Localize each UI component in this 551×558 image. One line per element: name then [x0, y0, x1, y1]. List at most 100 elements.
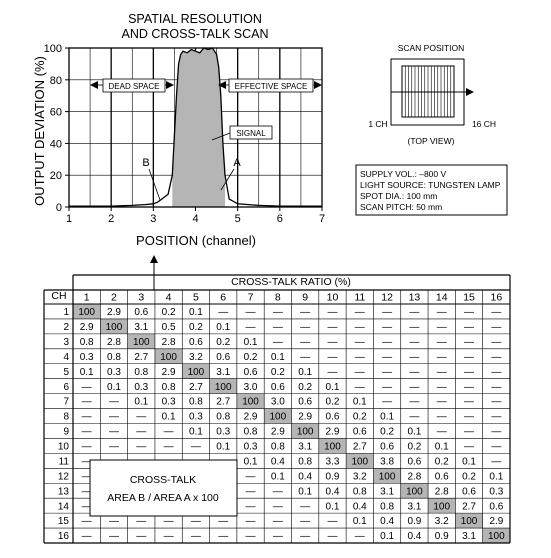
- row-header: 1: [63, 307, 69, 318]
- table-cell: 100: [160, 352, 177, 363]
- table-cell: 3.0: [244, 382, 258, 393]
- table-cell: —: [437, 427, 447, 438]
- row-header: 11: [59, 456, 70, 467]
- y-tick-label: 40: [50, 138, 62, 150]
- table-cell: 0.8: [107, 352, 121, 363]
- table-cell: 2.9: [489, 516, 503, 527]
- table-cell: 0.3: [107, 367, 121, 378]
- signal-box: [229, 125, 273, 140]
- table-cell: —: [136, 427, 146, 438]
- table-cell: —: [409, 382, 419, 393]
- table-cell: —: [136, 531, 146, 542]
- table-cell: —: [464, 322, 474, 333]
- table-cell: 0.4: [326, 486, 340, 497]
- area-a-label: A: [233, 157, 241, 169]
- table-cell: —: [382, 367, 392, 378]
- signal-label: SIGNAL: [236, 129, 266, 138]
- table-cell: —: [355, 352, 365, 363]
- row-header: 6: [63, 382, 69, 393]
- table-cell: 0.4: [298, 471, 312, 482]
- row-header: 5: [63, 367, 69, 378]
- table-cell: 3.1: [462, 531, 476, 542]
- table-cell: —: [191, 516, 201, 527]
- table-cell: 0.6: [244, 367, 258, 378]
- table-cell: 0.2: [162, 307, 176, 318]
- x-tick-label: 5: [235, 213, 241, 225]
- table-cell: —: [409, 412, 419, 423]
- scan-right-label: 16 CH: [472, 119, 496, 129]
- formula-box: CROSS-TALK AREA B / AREA A x 100: [89, 459, 238, 517]
- table-cell: 3.1: [216, 367, 230, 378]
- table-cell: —: [218, 531, 228, 542]
- table-cell: 100: [78, 307, 95, 318]
- table-cell: —: [464, 412, 474, 423]
- spec-supply-voltage: SUPPLY VOL.: –800 V: [360, 169, 446, 179]
- table-cell: 0.1: [407, 427, 421, 438]
- table-cell: 100: [351, 456, 368, 467]
- table-cell: —: [437, 397, 447, 408]
- table-cell: —: [464, 307, 474, 318]
- table-cell: —: [273, 337, 283, 348]
- table-cell: 2.7: [353, 442, 367, 453]
- table-cell: 2.7: [462, 501, 476, 512]
- table-cell: —: [327, 531, 337, 542]
- column-header: 11: [354, 292, 365, 304]
- table-cell: 3.2: [353, 471, 367, 482]
- diagonal-cell-shade: [264, 408, 292, 424]
- table-cell: —: [491, 322, 501, 333]
- x-tick-labels: 1 2 3 4 5 6 7: [66, 207, 325, 225]
- table-cell: 0.6: [326, 412, 340, 423]
- table-cell: 2.9: [298, 412, 312, 423]
- table-cell: 0.2: [271, 367, 285, 378]
- table-cell: 0.4: [271, 456, 285, 467]
- table-cell: 0.2: [244, 352, 258, 363]
- table-cell: 0.1: [244, 337, 258, 348]
- column-header: 7: [248, 292, 254, 304]
- table-cell: —: [164, 516, 174, 527]
- table-cell: 0.6: [489, 501, 503, 512]
- table-cell: 0.1: [489, 471, 503, 482]
- table-cell: 0.1: [435, 442, 449, 453]
- scan-position-diagram: SCAN POSITION 1 CH 16 CH (TOP VIEW): [368, 43, 496, 146]
- y-tick-labels: 0 20 40 60 80 100: [44, 43, 69, 214]
- table-cell: —: [273, 501, 283, 512]
- table-cell: 3.1: [380, 486, 394, 497]
- area-a-leader: [220, 168, 235, 191]
- table-cell: —: [491, 442, 501, 453]
- signal-area-fill: [172, 48, 225, 207]
- table-cell: —: [464, 352, 474, 363]
- line-chart: SPATIAL RESOLUTION AND CROSS-TALK SCAN O…: [32, 12, 325, 248]
- table-cell: 0.2: [462, 471, 476, 482]
- table-cell: 0.1: [80, 367, 94, 378]
- x-tick-label: 1: [66, 213, 72, 225]
- column-header: 9: [302, 292, 308, 304]
- table-cell: —: [382, 307, 392, 318]
- table-cell: —: [82, 382, 92, 393]
- column-header: 14: [436, 292, 448, 304]
- table-cell: 0.1: [244, 456, 258, 467]
- spec-spot-diameter: SPOT DIA.: 100 mm: [360, 191, 437, 201]
- table-cell: 2.9: [162, 367, 176, 378]
- table-cell: 0.8: [271, 442, 285, 453]
- table-cell: 0.1: [326, 382, 340, 393]
- table-cell: —: [109, 442, 119, 453]
- table-cell: 100: [461, 516, 478, 527]
- column-header: 13: [409, 292, 421, 304]
- table-cell: —: [437, 412, 447, 423]
- table-cell: —: [437, 352, 447, 363]
- y-tick-label: 0: [56, 202, 62, 214]
- dead-space-box: [102, 78, 166, 93]
- table-cell: 0.6: [462, 486, 476, 497]
- row-header: 4: [63, 352, 69, 363]
- table-cell: 2.8: [407, 471, 421, 482]
- formula-line-2: AREA B / AREA A x 100: [107, 492, 219, 504]
- chart-subtitle: AND CROSS-TALK SCAN: [121, 27, 268, 41]
- table-cell: —: [327, 516, 337, 527]
- column-header: 2: [111, 292, 117, 304]
- effective-space-label: EFFECTIVE SPACE: [235, 82, 308, 91]
- diagonal-cell-shade: [127, 333, 155, 349]
- spec-box-frame: [355, 164, 508, 216]
- table-cell: 0.6: [353, 427, 367, 438]
- diagonal-cell-shade: [182, 363, 210, 379]
- y-tick-label: 100: [44, 43, 62, 55]
